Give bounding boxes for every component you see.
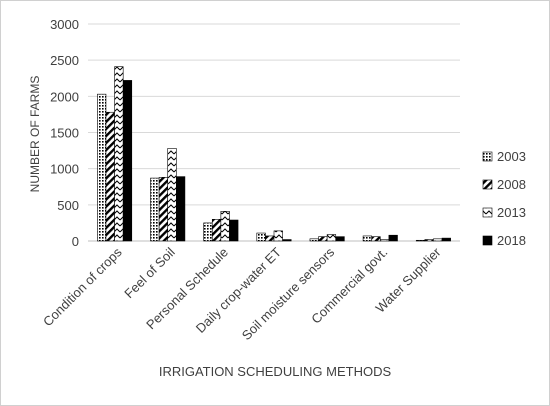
bar bbox=[388, 234, 398, 242]
gridlines bbox=[88, 23, 460, 242]
x-tick-label: Condition of crops bbox=[40, 244, 125, 329]
bar bbox=[362, 235, 372, 242]
bar bbox=[114, 66, 124, 242]
bar bbox=[433, 238, 443, 242]
bar bbox=[256, 232, 266, 242]
legend-label: 2018 bbox=[497, 233, 526, 248]
bar bbox=[97, 93, 107, 242]
bar bbox=[424, 239, 434, 242]
legend-label: 2008 bbox=[497, 177, 526, 192]
bar bbox=[309, 238, 319, 242]
y-tick-label: 0 bbox=[72, 234, 79, 249]
bar bbox=[265, 235, 275, 242]
y-tick-label: 1000 bbox=[50, 162, 79, 177]
bar bbox=[318, 236, 328, 242]
bar bbox=[326, 234, 337, 242]
bar bbox=[150, 177, 160, 242]
bar bbox=[229, 219, 239, 242]
bar bbox=[335, 236, 345, 242]
bar bbox=[273, 230, 283, 242]
bar bbox=[415, 239, 426, 242]
y-tick-label: 1500 bbox=[50, 126, 79, 141]
x-axis-title: IRRIGATION SCHEDULING METHODS bbox=[159, 364, 392, 379]
bar bbox=[220, 211, 230, 242]
bars bbox=[97, 66, 451, 242]
y-axis-ticks: 0 500 1000 1500 2000 2500 3000 bbox=[50, 17, 79, 249]
x-tick-label: Feel of Soil bbox=[121, 244, 178, 301]
bar bbox=[282, 239, 292, 242]
bar bbox=[211, 219, 222, 242]
legend-swatch bbox=[482, 235, 493, 246]
legend-label: 2013 bbox=[497, 205, 526, 220]
y-tick-label: 2000 bbox=[50, 89, 79, 104]
bar bbox=[441, 237, 451, 242]
bar bbox=[176, 176, 186, 242]
bar bbox=[167, 148, 177, 242]
x-tick-label: Soil moisture sensors bbox=[239, 244, 338, 343]
y-tick-label: 3000 bbox=[50, 17, 79, 32]
legend-swatch bbox=[482, 151, 493, 162]
legend: 2003 2008 2013 2018 bbox=[482, 149, 526, 248]
bar bbox=[203, 222, 213, 242]
y-tick-label: 2500 bbox=[50, 53, 79, 68]
bar bbox=[105, 111, 115, 242]
y-axis-title: NUMBER OF FARMS bbox=[28, 76, 42, 193]
bar bbox=[379, 239, 390, 242]
legend-swatch bbox=[482, 207, 493, 218]
y-tick-label: 500 bbox=[57, 198, 79, 213]
bar bbox=[371, 236, 381, 242]
legend-swatch bbox=[482, 179, 493, 190]
legend-label: 2003 bbox=[497, 149, 526, 164]
bar bbox=[122, 80, 133, 242]
bar bbox=[158, 177, 169, 242]
